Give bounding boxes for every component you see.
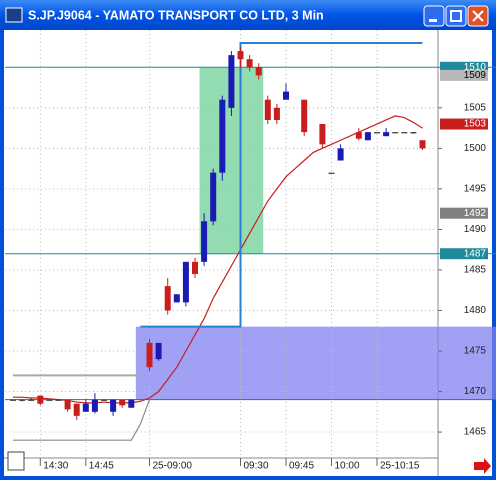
candle-body — [364, 132, 371, 141]
candle-body — [119, 399, 126, 406]
y-tick-label: 1505 — [464, 102, 487, 113]
candle-body — [55, 399, 62, 401]
app-icon — [5, 7, 23, 23]
candle-body — [28, 399, 35, 401]
candle-body — [146, 342, 153, 368]
candle-body — [255, 67, 262, 76]
candle-body — [10, 399, 16, 401]
candle-body — [192, 261, 198, 274]
price-marker — [440, 248, 488, 260]
candle-body — [110, 399, 117, 412]
x-tick-label: 14:30 — [43, 461, 68, 472]
y-tick-label: 1465 — [464, 427, 487, 438]
candle-body — [301, 99, 308, 133]
candle-body — [101, 399, 107, 401]
candle-body — [374, 132, 380, 134]
corner-box[interactable] — [7, 451, 25, 471]
candle-body — [164, 286, 171, 311]
close-button[interactable] — [467, 5, 489, 27]
maximize-button[interactable] — [445, 5, 467, 27]
price-marker-label: 1487 — [464, 248, 487, 259]
candle-body — [210, 172, 217, 222]
candle-body — [91, 399, 98, 412]
candle-body — [173, 294, 180, 303]
candle-body — [182, 261, 189, 303]
x-tick-label: 14:45 — [89, 461, 114, 472]
price-marker — [440, 118, 488, 130]
indicator-line — [13, 399, 151, 441]
price-marker-label: 1509 — [464, 70, 487, 81]
candle-body — [228, 55, 235, 108]
candle-body — [383, 132, 390, 137]
y-tick-label: 1475 — [464, 346, 487, 357]
candle-body — [82, 403, 89, 412]
minimize-button[interactable] — [423, 5, 445, 27]
candle-body — [201, 221, 208, 262]
x-tick-label: 10:00 — [335, 461, 360, 472]
indicator-line — [140, 41, 423, 328]
candle-body — [128, 399, 135, 408]
candle-body — [237, 51, 244, 60]
price-marker-label: 1503 — [464, 119, 487, 130]
candle-body — [419, 140, 426, 149]
candle-body — [355, 132, 362, 139]
y-tick-label: 1495 — [464, 184, 487, 195]
price-marker-label: 1492 — [464, 208, 487, 219]
candle-body — [319, 124, 326, 145]
price-marker — [440, 61, 488, 73]
candle-body — [37, 395, 44, 404]
candle-body — [401, 132, 408, 134]
candle-body — [283, 91, 289, 100]
scroll-arrow[interactable] — [474, 458, 491, 474]
candle-body — [392, 132, 399, 134]
zone — [135, 326, 496, 400]
y-tick-label: 1480 — [464, 305, 487, 316]
candle-body — [19, 399, 26, 401]
x-tick-label: 09:45 — [289, 461, 314, 472]
candle-body — [264, 99, 271, 120]
y-tick-label: 1500 — [464, 143, 487, 154]
indicator-line — [13, 115, 423, 404]
candle-body — [219, 99, 226, 173]
x-tick-label: 09:30 — [244, 461, 269, 472]
y-tick-label: 1485 — [464, 265, 487, 276]
chart-title: S.JP.J9064 - YAMATO TRANSPORT CO LTD, 3 … — [28, 8, 324, 22]
candle-body — [328, 172, 335, 174]
candle-body — [246, 59, 253, 68]
y-tick-label: 1470 — [464, 386, 487, 397]
x-tick-label: 25-10:15 — [380, 461, 420, 472]
candle-body — [46, 399, 53, 401]
x-tick-label: 25-09:00 — [153, 461, 193, 472]
price-marker — [440, 69, 488, 81]
candle-body — [155, 342, 162, 360]
price-marker — [440, 207, 488, 219]
candle-body — [64, 399, 71, 410]
candle-body — [337, 148, 344, 161]
title-bar — [0, 0, 496, 30]
candle-body — [73, 403, 80, 416]
y-tick-label: 1490 — [464, 224, 487, 235]
price-marker-label: 1510 — [464, 62, 487, 73]
candle-body — [410, 132, 417, 134]
candle-body — [273, 107, 280, 120]
